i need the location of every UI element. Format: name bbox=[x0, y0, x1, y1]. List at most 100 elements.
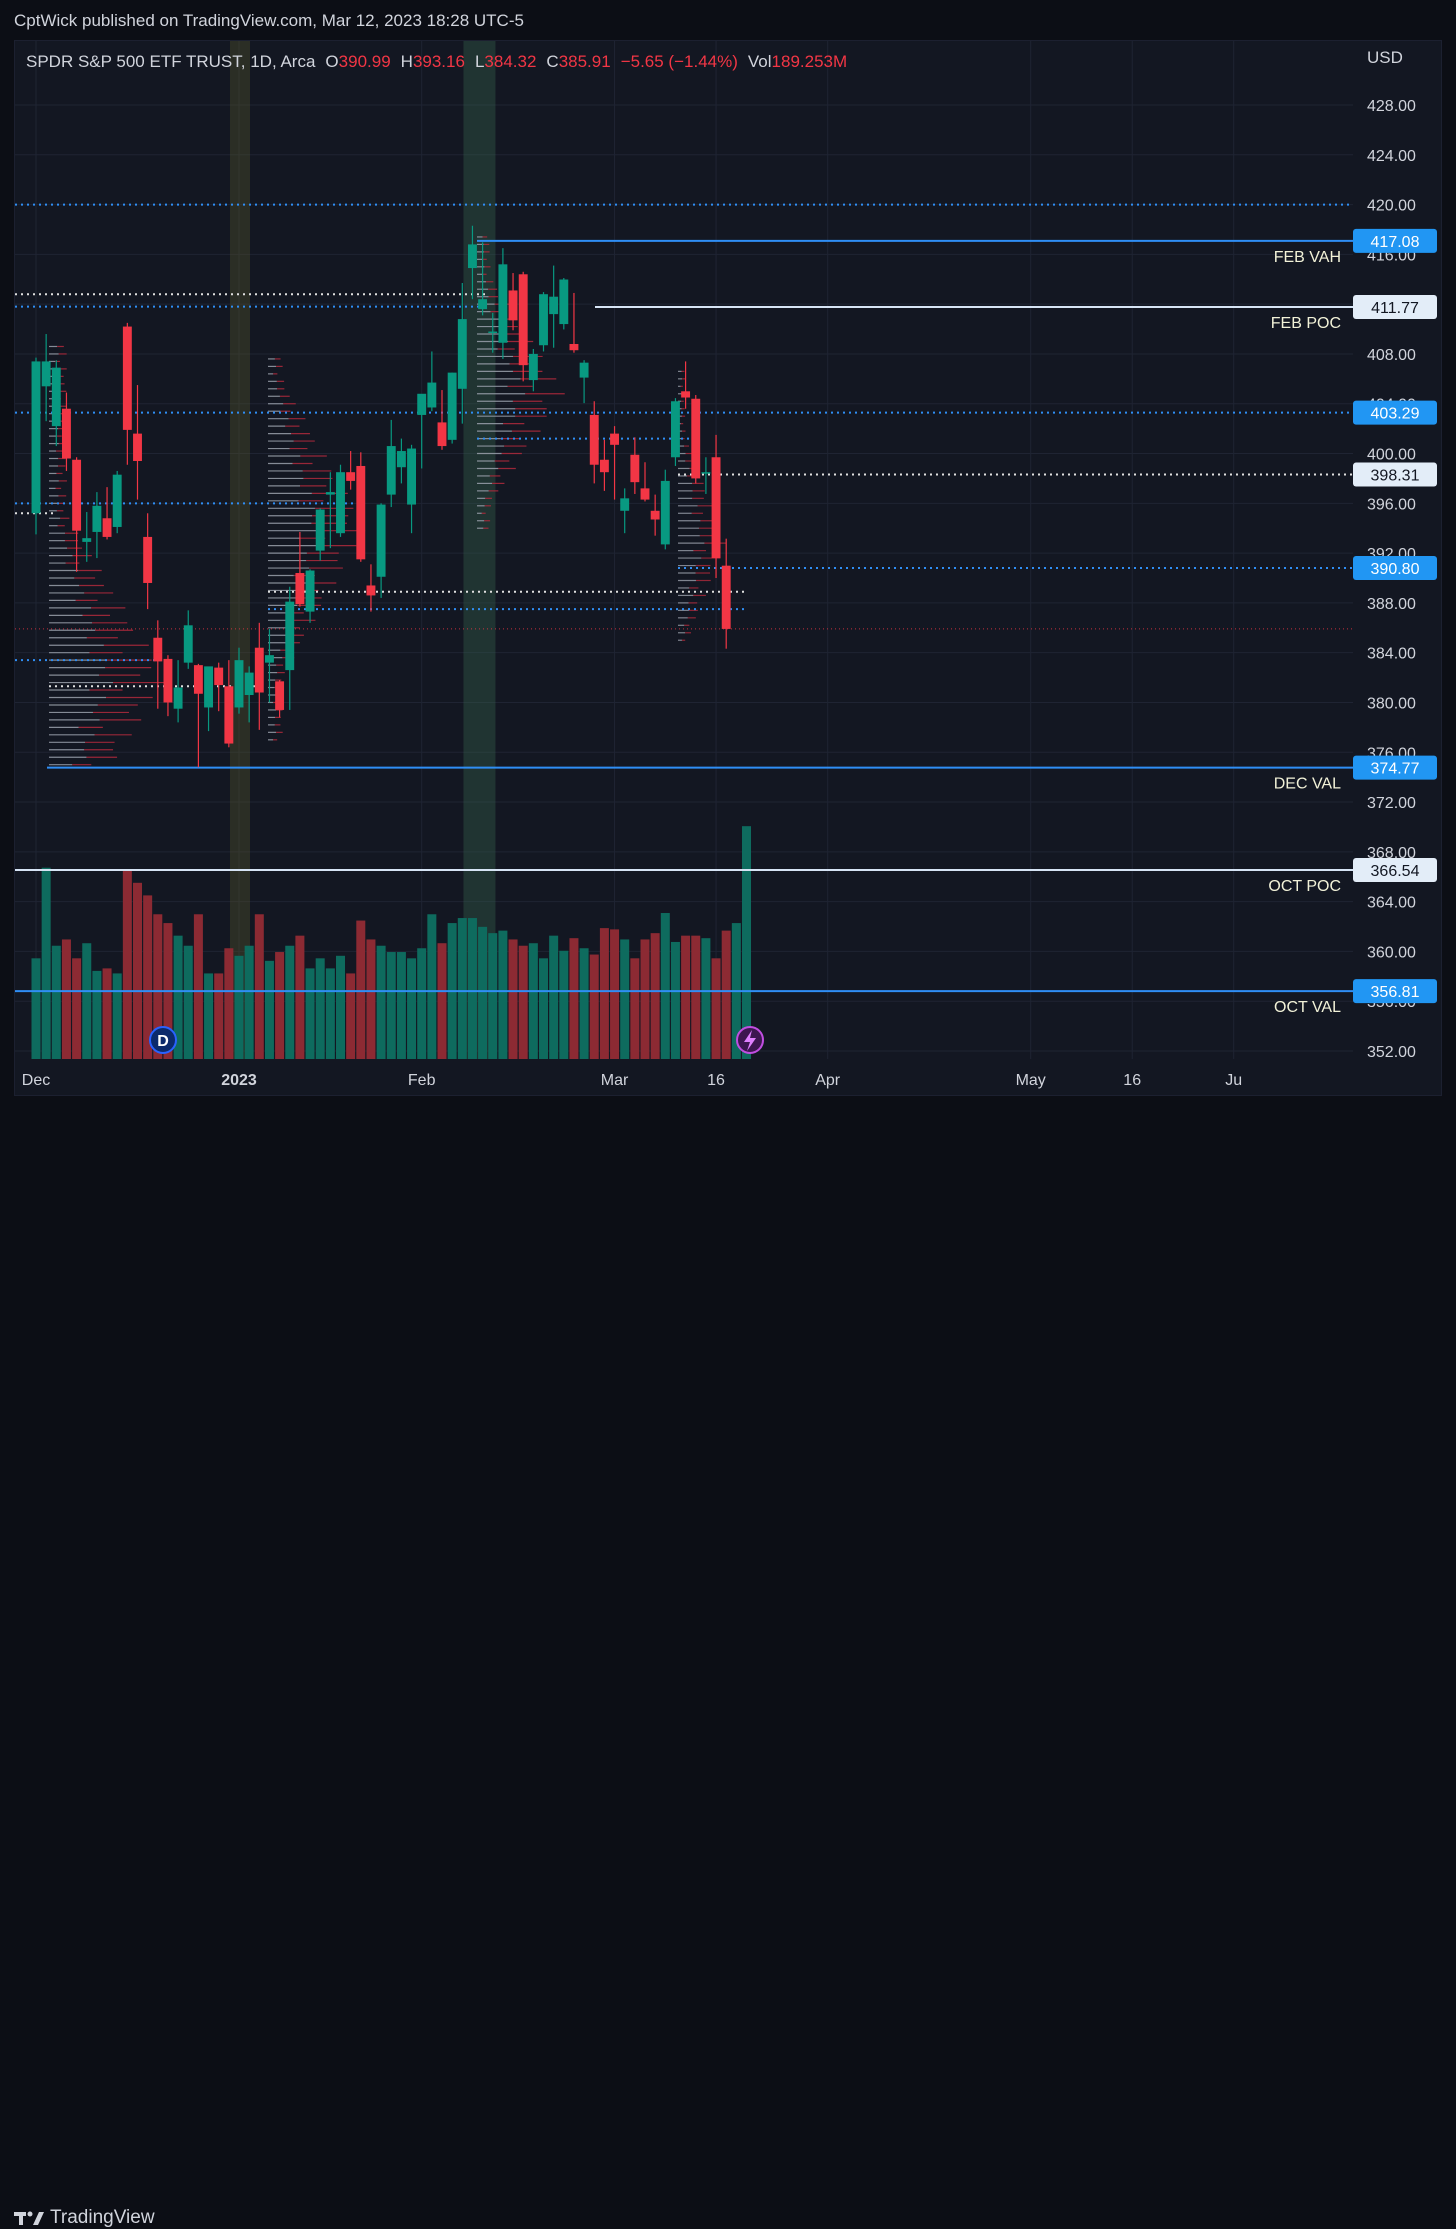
candle-body[interactable] bbox=[579, 362, 589, 378]
price-tag-label: 366.54 bbox=[1371, 863, 1420, 880]
candle-body[interactable] bbox=[660, 480, 670, 545]
candle-body[interactable] bbox=[599, 459, 609, 473]
candle-body[interactable] bbox=[51, 367, 61, 427]
volume-bar bbox=[599, 928, 609, 1059]
candle-body[interactable] bbox=[650, 510, 660, 520]
candle-body[interactable] bbox=[143, 536, 153, 583]
candle-body[interactable] bbox=[265, 655, 274, 663]
candle-body[interactable] bbox=[305, 570, 315, 612]
volume-bar bbox=[620, 939, 630, 1059]
volume-bar bbox=[681, 935, 691, 1059]
candle-body[interactable] bbox=[82, 538, 92, 542]
candle-body[interactable] bbox=[549, 296, 559, 315]
candle-body[interactable] bbox=[488, 331, 498, 334]
candle-body[interactable] bbox=[234, 660, 244, 708]
candle-body[interactable] bbox=[254, 647, 264, 693]
candle-body[interactable] bbox=[620, 498, 630, 511]
price-tag bbox=[1353, 228, 1437, 253]
y-tick-label: 396.00 bbox=[1367, 496, 1416, 513]
candle-body[interactable] bbox=[122, 326, 132, 430]
volume-bar bbox=[72, 958, 82, 1059]
candle-body[interactable] bbox=[315, 509, 325, 551]
volume-bar bbox=[498, 930, 508, 1059]
volume-bar bbox=[173, 935, 183, 1059]
volume-bar bbox=[589, 954, 599, 1059]
candle-body[interactable] bbox=[41, 361, 51, 387]
candle-body[interactable] bbox=[214, 667, 224, 686]
volume-bar bbox=[376, 945, 386, 1059]
candle-body[interactable] bbox=[498, 264, 508, 343]
publish-bar: CptWick published on TradingView.com, Ma… bbox=[0, 0, 1456, 40]
candle-body[interactable] bbox=[640, 488, 650, 500]
candle-body[interactable] bbox=[356, 465, 366, 560]
candle-body[interactable] bbox=[671, 401, 680, 458]
dividend-marker-icon[interactable] bbox=[149, 1026, 177, 1054]
volume-bar bbox=[467, 918, 477, 1059]
candle-body[interactable] bbox=[569, 343, 579, 351]
candle-body[interactable] bbox=[244, 672, 254, 696]
candle-body[interactable] bbox=[376, 504, 386, 577]
level-name-label: FEB VAH bbox=[1274, 249, 1341, 266]
chart-panel[interactable]: 428.00424.00420.00416.00408.00404.00400.… bbox=[14, 40, 1442, 1096]
price-chart[interactable]: 428.00424.00420.00416.00408.00404.00400.… bbox=[15, 41, 1443, 1097]
candle-body[interactable] bbox=[275, 681, 285, 710]
candle-body[interactable] bbox=[366, 585, 376, 596]
candle-body[interactable] bbox=[630, 454, 640, 483]
candle-body[interactable] bbox=[193, 665, 203, 694]
volume-bar bbox=[742, 826, 751, 1059]
footer-bar: TradingView bbox=[0, 1097, 1456, 2228]
candle-body[interactable] bbox=[325, 492, 335, 495]
candle-body[interactable] bbox=[407, 448, 416, 505]
candle-body[interactable] bbox=[427, 382, 437, 408]
lightning-glyph bbox=[744, 1030, 756, 1051]
candle-body[interactable] bbox=[112, 474, 122, 527]
candle-body[interactable] bbox=[204, 666, 213, 708]
volume-bar bbox=[193, 914, 203, 1059]
candle-body[interactable] bbox=[539, 294, 548, 346]
volume-bar bbox=[346, 973, 356, 1059]
candle-body[interactable] bbox=[224, 686, 234, 744]
candle-body[interactable] bbox=[72, 459, 82, 531]
candle-body[interactable] bbox=[681, 391, 691, 398]
volume-bar bbox=[549, 935, 559, 1059]
tradingview-logo[interactable]: TradingView bbox=[14, 2207, 155, 2229]
candle-body[interactable] bbox=[62, 408, 71, 459]
candle-body[interactable] bbox=[386, 446, 396, 495]
candle-body[interactable] bbox=[336, 472, 345, 534]
candle-body[interactable] bbox=[721, 565, 731, 629]
candle-body[interactable] bbox=[589, 414, 599, 465]
candle-body[interactable] bbox=[447, 372, 457, 440]
candle-body[interactable] bbox=[285, 601, 295, 671]
volume-bar bbox=[112, 973, 122, 1059]
candle-body[interactable] bbox=[183, 625, 193, 663]
candle-body[interactable] bbox=[173, 687, 183, 709]
volume-bar bbox=[41, 867, 51, 1059]
candle-body[interactable] bbox=[102, 518, 112, 537]
candle-body[interactable] bbox=[133, 433, 142, 461]
candle-body[interactable] bbox=[346, 472, 356, 481]
candle-body[interactable] bbox=[691, 398, 701, 479]
candle-body[interactable] bbox=[457, 319, 467, 389]
candle-body[interactable] bbox=[437, 422, 447, 447]
price-tag-label: 356.81 bbox=[1371, 984, 1420, 1001]
legend-close-label: C bbox=[546, 52, 559, 71]
candle-body[interactable] bbox=[559, 279, 569, 325]
candle-body[interactable] bbox=[478, 299, 488, 310]
candle-body[interactable] bbox=[31, 361, 41, 514]
candle-body[interactable] bbox=[468, 244, 477, 269]
candle-body[interactable] bbox=[610, 433, 619, 445]
candle-body[interactable] bbox=[528, 353, 538, 381]
volume-bar bbox=[254, 914, 264, 1059]
candle-body[interactable] bbox=[153, 637, 163, 662]
candle-body[interactable] bbox=[701, 472, 711, 474]
candle-body[interactable] bbox=[396, 451, 406, 468]
candle-body[interactable] bbox=[711, 457, 721, 559]
candle-body[interactable] bbox=[92, 505, 102, 532]
volume-bar bbox=[133, 882, 142, 1059]
x-tick-label: 2023 bbox=[221, 1072, 257, 1089]
candle-body[interactable] bbox=[508, 290, 518, 321]
candle-body[interactable] bbox=[295, 573, 305, 605]
candle-body[interactable] bbox=[163, 658, 173, 703]
candle-body[interactable] bbox=[518, 274, 528, 366]
candle-body[interactable] bbox=[417, 393, 427, 415]
